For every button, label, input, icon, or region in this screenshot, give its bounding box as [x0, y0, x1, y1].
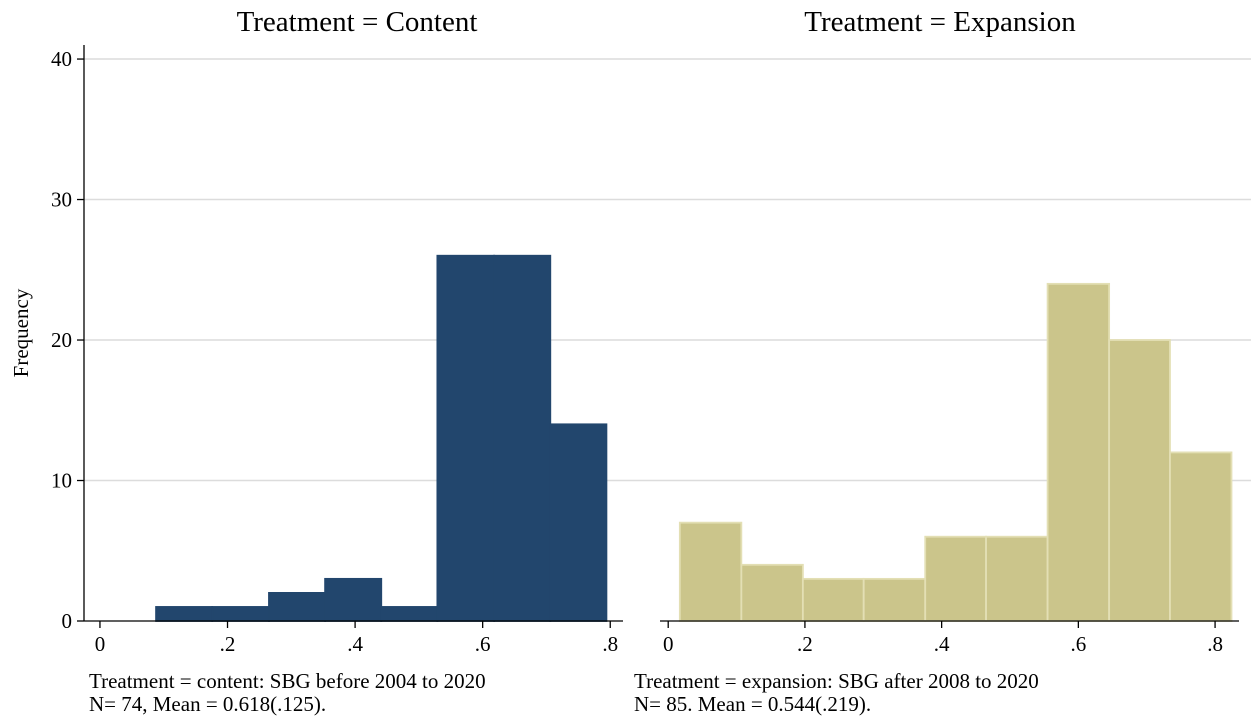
histogram-bar-panel1-bin4 [324, 577, 383, 622]
histogram-bar-panel1-bin8 [549, 423, 608, 622]
caption-expansion-line1: Treatment = expansion: SBG after 2008 to… [634, 669, 1039, 693]
y-axis-label: Frequency [9, 288, 33, 377]
y-tick-label: 0 [62, 609, 73, 633]
panel-title-content: Treatment = Content [237, 6, 478, 38]
histogram-bar-panel2-bin5 [924, 535, 987, 622]
histogram-bar-panel1-bin3 [268, 592, 327, 622]
x-tick-label: .4 [934, 632, 950, 656]
y-tick-label: 40 [51, 47, 72, 71]
caption-expansion-line2: N= 85. Mean = 0.544(.219). [634, 692, 872, 716]
histogram-bar-panel2-bin4 [862, 577, 927, 622]
histogram-bar-panel2-bin7 [1046, 282, 1111, 622]
histogram-bar-panel2-bin9 [1169, 451, 1233, 622]
x-tick-label: .2 [220, 632, 236, 656]
histogram-bar-panel1-bin7 [493, 254, 552, 622]
panel-title-expansion: Treatment = Expansion [804, 6, 1076, 38]
caption-content-line2: N= 74, Mean = 0.618(.125). [89, 692, 327, 716]
y-tick-label: 20 [51, 328, 72, 352]
caption-content-line1: Treatment = content: SBG before 2004 to … [89, 669, 486, 693]
tick-labels: 0 10 20 30 40 0 .2 .4 .6 .8 0 .2 .4 .6 .8 [51, 47, 1223, 656]
histogram-bars [155, 254, 1233, 622]
x-tick-label: .2 [797, 632, 813, 656]
x-tick-label: 0 [95, 632, 106, 656]
histogram-bar-panel2-bin8 [1108, 339, 1171, 622]
x-tick-label: .6 [475, 632, 491, 656]
histogram-bar-panel2-bin2 [740, 563, 804, 622]
histogram-bar-panel1-bin1 [155, 606, 214, 622]
histogram-bar-panel1-bin5 [380, 606, 439, 622]
x-tick-label: .8 [602, 632, 618, 656]
y-tick-label: 30 [51, 188, 72, 212]
histogram-bar-panel2-bin3 [801, 577, 865, 622]
y-tick-label: 10 [51, 469, 72, 493]
histogram-bar-panel1-bin6 [436, 254, 496, 622]
x-tick-label: .8 [1207, 632, 1223, 656]
x-tick-label: 0 [663, 632, 674, 656]
x-tick-label: .6 [1070, 632, 1086, 656]
histogram-bar-panel1-bin2 [211, 606, 270, 622]
histogram-bar-panel2-bin6 [985, 535, 1049, 622]
axes [77, 45, 1239, 628]
histogram-bar-panel2-bin1 [678, 521, 743, 622]
x-tick-label: .4 [347, 632, 363, 656]
